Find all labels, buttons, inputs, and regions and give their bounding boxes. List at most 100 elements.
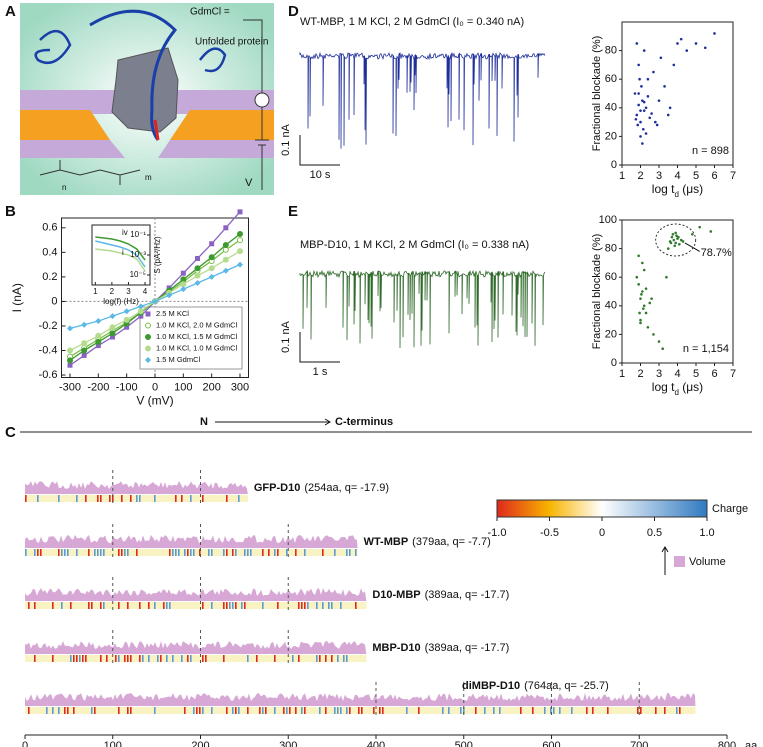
charge-stripe <box>196 707 198 714</box>
charge-stripe <box>262 602 264 609</box>
charge-stripe <box>349 707 351 714</box>
charge-stripe <box>121 549 123 556</box>
x-axis-label: aa <box>745 740 758 747</box>
point <box>678 243 681 246</box>
y-axis-label: Fractional blockade (%) <box>591 36 603 152</box>
charge-stripe <box>355 549 357 556</box>
cluster-arrow <box>684 242 700 252</box>
x-axis-label: V (mV) <box>136 394 173 408</box>
marker <box>222 256 229 263</box>
panel-label: B <box>5 203 16 220</box>
marker <box>223 225 229 231</box>
point <box>646 95 650 98</box>
x-axis-label-part: d <box>674 388 678 397</box>
point <box>637 92 640 95</box>
inset-x-label: log(f) (Hz) <box>103 297 139 306</box>
protein-info: (254aa, q= -17.9) <box>304 482 389 494</box>
marker <box>95 318 102 325</box>
charge-stripe <box>283 707 285 714</box>
polymer-m: m <box>145 173 152 182</box>
charge-stripe <box>247 655 249 662</box>
protein-label: GFP-D10 (254aa, q= -17.9) <box>254 482 389 494</box>
charge-stripe <box>268 549 270 556</box>
inset-annotation: iv <box>122 228 128 237</box>
y-tick-label: 0 <box>611 159 617 171</box>
point <box>655 123 659 127</box>
point <box>637 283 640 286</box>
point <box>648 301 652 305</box>
point <box>671 233 675 236</box>
charge-stripe <box>130 655 132 662</box>
charge-stripe <box>61 549 63 556</box>
colorbar-tick-label: 0 <box>599 527 605 539</box>
charge-stripe <box>235 602 237 609</box>
point <box>638 77 641 81</box>
charge-stripe <box>304 549 306 556</box>
marker <box>208 254 215 261</box>
marker <box>67 347 73 354</box>
charge-stripe <box>70 602 72 609</box>
point <box>659 56 663 60</box>
marker <box>95 343 101 349</box>
y-tick-label: 40 <box>605 102 617 114</box>
scale-bar <box>299 135 340 166</box>
protein-label: Unfolded protein <box>195 37 268 48</box>
charge-stripe <box>100 602 102 609</box>
panel-label: A <box>5 3 16 20</box>
protein-label: D10-MBP (389aa, q= -17.7) <box>372 589 509 601</box>
marker <box>95 338 102 345</box>
charge-stripe <box>67 707 69 714</box>
charge-stripe <box>418 707 420 714</box>
y-tick-label: 80 <box>605 243 617 255</box>
charge-stripe <box>301 602 303 609</box>
charge-stripe <box>52 655 54 662</box>
charge-stripe <box>178 549 180 556</box>
protein-info: (764aa, q= -25.7) <box>524 680 609 692</box>
charge-stripe <box>553 707 555 714</box>
y-tick-label: -0.4 <box>39 344 58 356</box>
n-annotation: n = 1,154 <box>683 343 729 355</box>
point <box>691 233 694 236</box>
charge-stripe <box>100 495 102 502</box>
point <box>674 231 677 235</box>
y-tick-label: -0.2 <box>39 320 58 332</box>
charge-stripe <box>475 707 477 714</box>
y-tick-label: 0.4 <box>42 246 57 258</box>
marker <box>180 276 187 283</box>
scale-x-label: 10 s <box>310 169 331 181</box>
charge-stripe <box>226 495 228 502</box>
charge-stripe <box>79 655 81 662</box>
charge-stripe <box>274 549 276 556</box>
charge-stripe <box>262 549 264 556</box>
charge-stripe <box>58 707 60 714</box>
charge-stripe <box>382 707 384 714</box>
charge-stripe <box>148 602 150 609</box>
charge-stripe <box>346 549 348 556</box>
panel-label: E <box>288 203 298 220</box>
current-trace <box>299 51 546 149</box>
marker <box>222 241 229 248</box>
charge-stripe <box>202 495 204 502</box>
charge-stripe <box>247 707 249 714</box>
charge-stripe <box>442 707 444 714</box>
charge-stripe <box>331 602 333 609</box>
charge-stripe <box>136 495 138 502</box>
point <box>641 261 644 265</box>
charge-stripe <box>232 602 234 609</box>
charge-stripe <box>679 707 681 714</box>
direction-arrow <box>215 418 331 426</box>
cluster-outline <box>655 223 697 257</box>
charge-stripe <box>571 707 573 714</box>
charge-stripe <box>118 602 120 609</box>
point <box>652 70 655 74</box>
x-axis-label-part: (μs) <box>679 380 703 394</box>
trace-title: WT-MBP, 1 M KCl, 2 M GdmCl (I₀ = 0.340 n… <box>300 16 524 28</box>
point <box>672 63 676 67</box>
x-tick-label: 300 <box>231 381 249 393</box>
inset-y-tick-label: 10⁻¹ <box>130 230 146 239</box>
charge-stripe <box>328 602 330 609</box>
marker <box>194 280 201 287</box>
charge-stripe <box>100 549 102 556</box>
y-tick-label: 0.6 <box>42 222 57 234</box>
charge-stripe <box>154 602 156 609</box>
